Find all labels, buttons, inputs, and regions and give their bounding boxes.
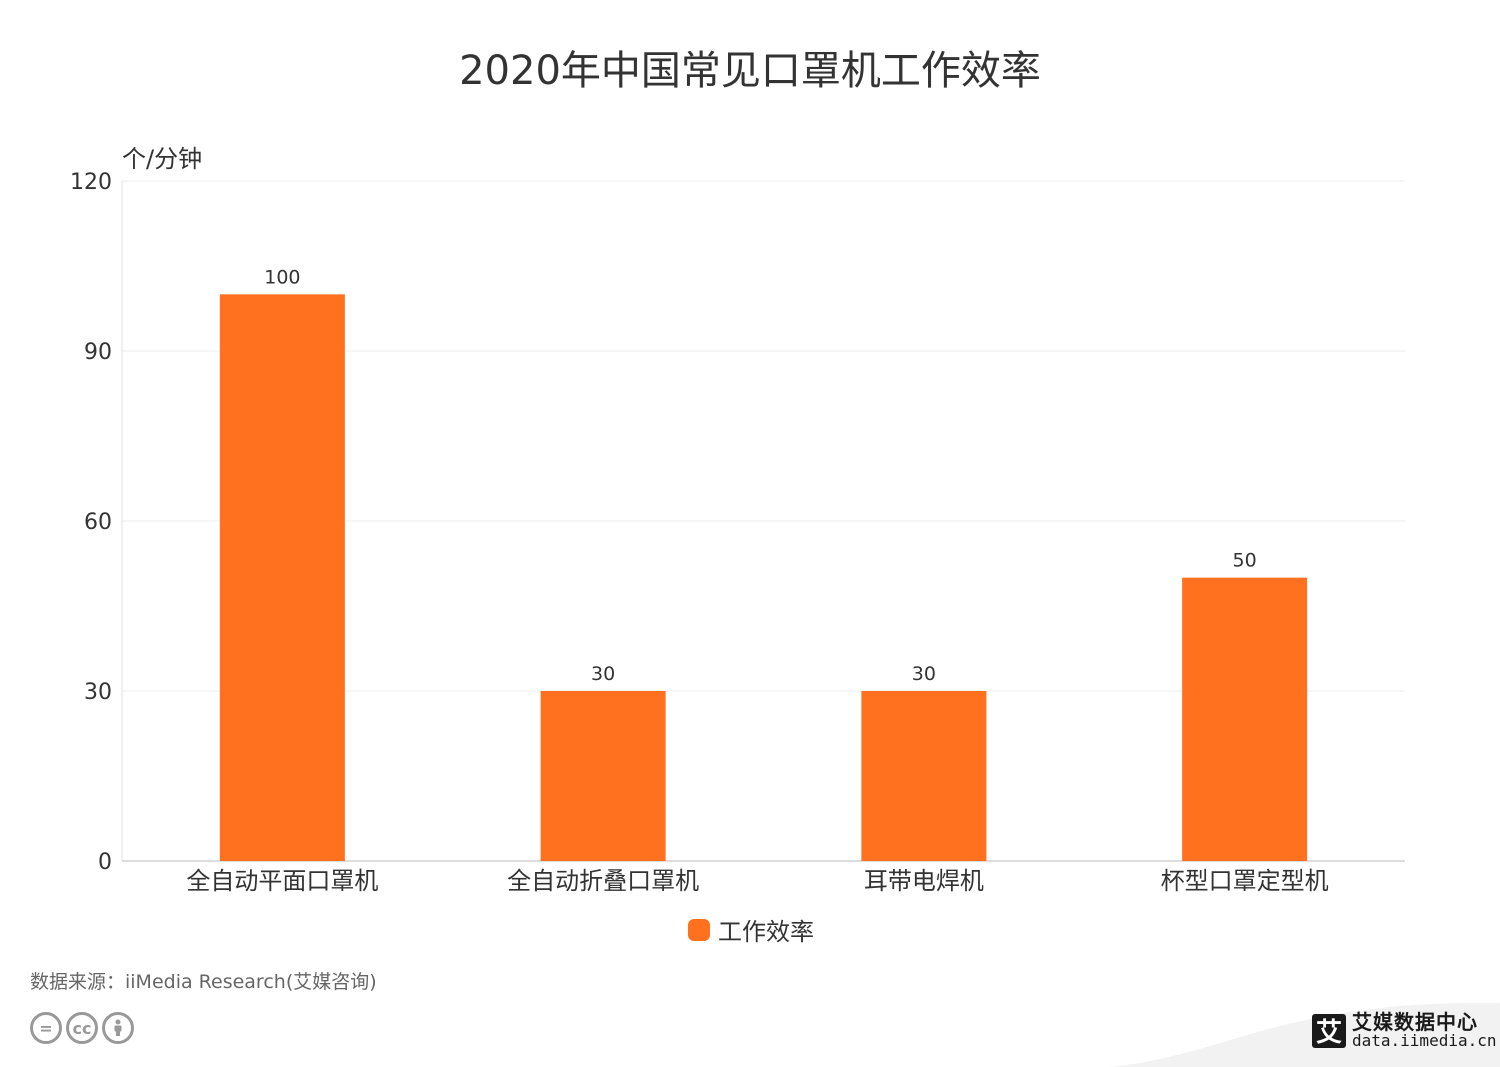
data-label: 30 [591, 663, 615, 685]
brand-swoosh [1110, 1002, 1500, 1067]
data-label: 30 [912, 663, 936, 685]
x-tick-label: 全自动折叠口罩机 [507, 867, 699, 895]
legend[interactable]: 工作效率 [688, 912, 814, 947]
legend-label: 工作效率 [718, 918, 814, 946]
person-icon [102, 1012, 134, 1044]
data-label: 100 [264, 266, 300, 288]
y-tick-label: 120 [70, 170, 112, 195]
y-tick-label: 90 [84, 340, 112, 365]
brand-name: 艾媒数据中心 [1352, 1010, 1478, 1034]
cc-icon: cc [66, 1012, 98, 1044]
brand-logo-icon: 艾 [1312, 1013, 1346, 1048]
x-tick-label: 杯型口罩定型机 [1161, 867, 1329, 895]
equals-icon: = [30, 1012, 62, 1044]
bar [540, 691, 666, 861]
y-tick-label: 0 [98, 850, 112, 875]
brand[interactable]: 艾 艾媒数据中心 data.iimedia.cn [1312, 1012, 1497, 1050]
bar-chart: 0 30 60 90 120 个/分钟 100 全自动平面口罩机 30 全自动折叠口罩机 30 耳带电… [70, 145, 1405, 895]
chart-title: 2020年中国常见口罩机工作效率 [459, 48, 1041, 94]
legend-swatch [688, 918, 710, 941]
bar [219, 294, 345, 861]
license-icons: = cc [30, 1012, 134, 1044]
bar [861, 691, 987, 861]
y-tick-label: 30 [84, 680, 112, 705]
source-note: 数据来源：iiMedia Research(艾媒咨询) [30, 971, 377, 993]
y-axis-label: 个/分钟 [122, 145, 202, 173]
data-label: 50 [1233, 550, 1257, 572]
y-tick-label: 60 [84, 510, 112, 535]
bar [1182, 577, 1308, 861]
x-tick-label: 全自动平面口罩机 [186, 867, 378, 895]
brand-url: data.iimedia.cn [1352, 1031, 1497, 1050]
x-tick-label: 耳带电焊机 [864, 867, 984, 895]
